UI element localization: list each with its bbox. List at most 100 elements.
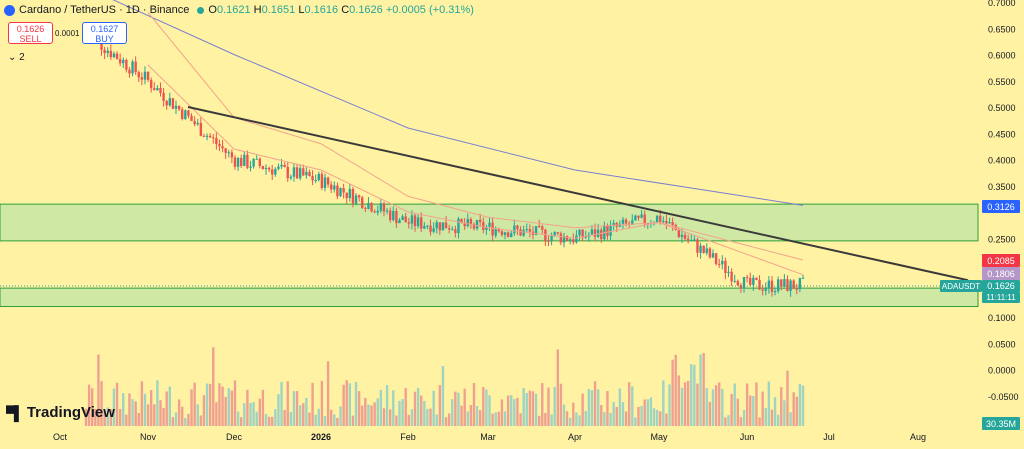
indicators-toggle[interactable]: ⌄ 2	[8, 52, 25, 63]
candle-body	[590, 229, 594, 235]
volume-bar	[243, 403, 246, 426]
volume-bar	[699, 354, 702, 426]
volume-bar	[683, 382, 687, 426]
ma-slow-line[interactable]	[60, 0, 804, 206]
candle-body	[435, 222, 438, 229]
symbol-tag[interactable]: ADAUSDT	[942, 282, 980, 291]
volume-bar	[336, 417, 339, 426]
volume-tag[interactable]: 30.35M	[986, 419, 1016, 429]
y-tick-label: -0.0500	[988, 392, 1019, 402]
volume-bar	[565, 411, 569, 426]
volume-bar	[181, 406, 184, 426]
last-price-tag[interactable]: 0.1626	[987, 281, 1015, 291]
volume-bar	[292, 391, 296, 426]
candle-body	[221, 146, 224, 149]
last-price-tag-bg	[982, 280, 1020, 292]
candle-body	[596, 229, 600, 237]
volume-bar	[727, 415, 730, 426]
price-tag-ma-mid[interactable]: 0.2085	[987, 256, 1015, 266]
candle-body	[392, 210, 395, 221]
volume-bar	[519, 413, 522, 426]
candle-body	[165, 100, 168, 106]
trendline[interactable]	[187, 106, 969, 282]
candle-body	[252, 159, 255, 167]
candle-body	[472, 223, 476, 229]
candle-body	[286, 166, 289, 179]
volume-bar	[140, 381, 144, 426]
volume-bar	[264, 414, 268, 426]
volume-bar	[447, 413, 451, 426]
volume-bar	[289, 411, 293, 426]
candle-body	[112, 53, 116, 58]
candle-body	[528, 229, 532, 232]
sell-button[interactable]: 0.1626 SELL	[8, 22, 53, 44]
volume-bar	[361, 405, 364, 426]
volume-bar	[444, 417, 448, 426]
volume-bar	[190, 389, 193, 426]
volume-bar	[149, 389, 153, 426]
volume-bar	[171, 417, 175, 426]
candle-body	[357, 195, 361, 198]
volume-bar	[388, 409, 392, 426]
candle-body	[727, 271, 730, 273]
volume-bar	[550, 414, 553, 426]
chevron-down-icon: ⌄	[8, 52, 17, 63]
price-tag-ma-slow[interactable]: 0.3126	[987, 202, 1015, 212]
price-tag-ma-fast[interactable]: 0.1806	[987, 269, 1015, 279]
countdown-tag[interactable]: 11:11:11	[986, 293, 1016, 302]
volume-bar	[311, 382, 314, 426]
candle-body	[637, 215, 640, 218]
ma-fast-line[interactable]	[147, 64, 804, 276]
volume-bar	[789, 412, 792, 426]
symbol-title[interactable]: Cardano / TetherUS · 1D · Binance	[19, 4, 190, 16]
volume-bar	[385, 385, 389, 426]
ma-mid-line[interactable]	[147, 12, 804, 261]
volume-bar	[118, 409, 122, 426]
volume-bar	[478, 410, 482, 426]
candle-body	[730, 271, 733, 282]
support-zone-2[interactable]	[0, 287, 979, 307]
volume-bar	[339, 406, 342, 426]
volume-bar	[640, 405, 643, 426]
candle-body	[714, 253, 718, 264]
volume-bar	[537, 415, 541, 426]
candle-body	[137, 72, 140, 78]
candle-body	[454, 229, 457, 234]
x-tick-label: Jul	[823, 432, 835, 442]
candle-body	[326, 177, 330, 185]
candle-body	[376, 210, 379, 213]
candle-body	[621, 219, 625, 224]
volume-bar	[379, 389, 383, 426]
candle-body	[199, 122, 203, 136]
volume-bar	[491, 413, 494, 426]
buy-button[interactable]: 0.1627 BUY	[82, 22, 127, 44]
candle-body	[690, 240, 693, 242]
candle-body	[295, 167, 299, 179]
volume-bar	[776, 414, 780, 426]
volume-bar	[320, 380, 324, 426]
volume-bar	[680, 387, 684, 426]
candle-body	[513, 225, 516, 234]
candle-body	[302, 168, 305, 176]
volume-bar	[634, 417, 637, 426]
volume-bar	[177, 399, 181, 426]
volume-bar	[429, 408, 432, 426]
candle-body	[447, 228, 451, 230]
candle-body	[593, 229, 597, 237]
volume-bar	[280, 382, 283, 426]
volume-bar	[708, 401, 712, 426]
candle-body	[699, 245, 702, 253]
volume-bar	[463, 388, 466, 426]
candle-body	[485, 226, 488, 230]
volume-bar	[668, 384, 671, 426]
volume-bar	[193, 382, 196, 426]
symbol-header: Cardano / TetherUS · 1D · Binance O0.162…	[4, 4, 474, 16]
candle-body	[643, 214, 646, 225]
volume-bar	[308, 412, 311, 426]
candle-body	[789, 280, 792, 291]
volume-bar	[227, 388, 230, 426]
support-zone-1[interactable]	[0, 203, 979, 242]
volume-bar	[764, 408, 767, 426]
tradingview-logo[interactable]: ▀▌ TradingView	[6, 404, 115, 421]
